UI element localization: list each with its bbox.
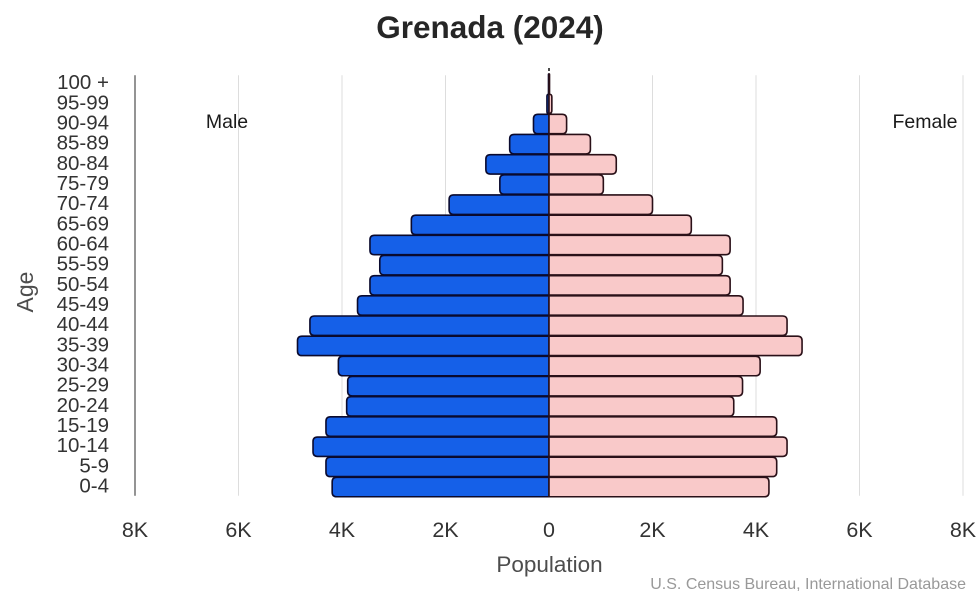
svg-text:4K: 4K [743,518,770,542]
svg-text:4K: 4K [329,518,356,542]
svg-text:Age: Age [12,272,38,313]
svg-text:Male: Male [206,111,248,133]
svg-text:Population: Population [496,552,602,577]
svg-text:8K: 8K [950,518,977,542]
svg-text:6K: 6K [225,518,252,542]
svg-text:2K: 2K [639,518,666,542]
svg-text:8K: 8K [122,518,149,542]
svg-text:0: 0 [543,518,555,542]
svg-text:U.S. Census Bureau, Internatio: U.S. Census Bureau, International Databa… [650,576,966,593]
svg-text:6K: 6K [846,518,873,542]
svg-text:Female: Female [892,111,957,133]
svg-text:0-4: 0-4 [79,475,109,498]
svg-text:Grenada (2024): Grenada (2024) [376,9,604,45]
svg-text:2K: 2K [432,518,459,542]
